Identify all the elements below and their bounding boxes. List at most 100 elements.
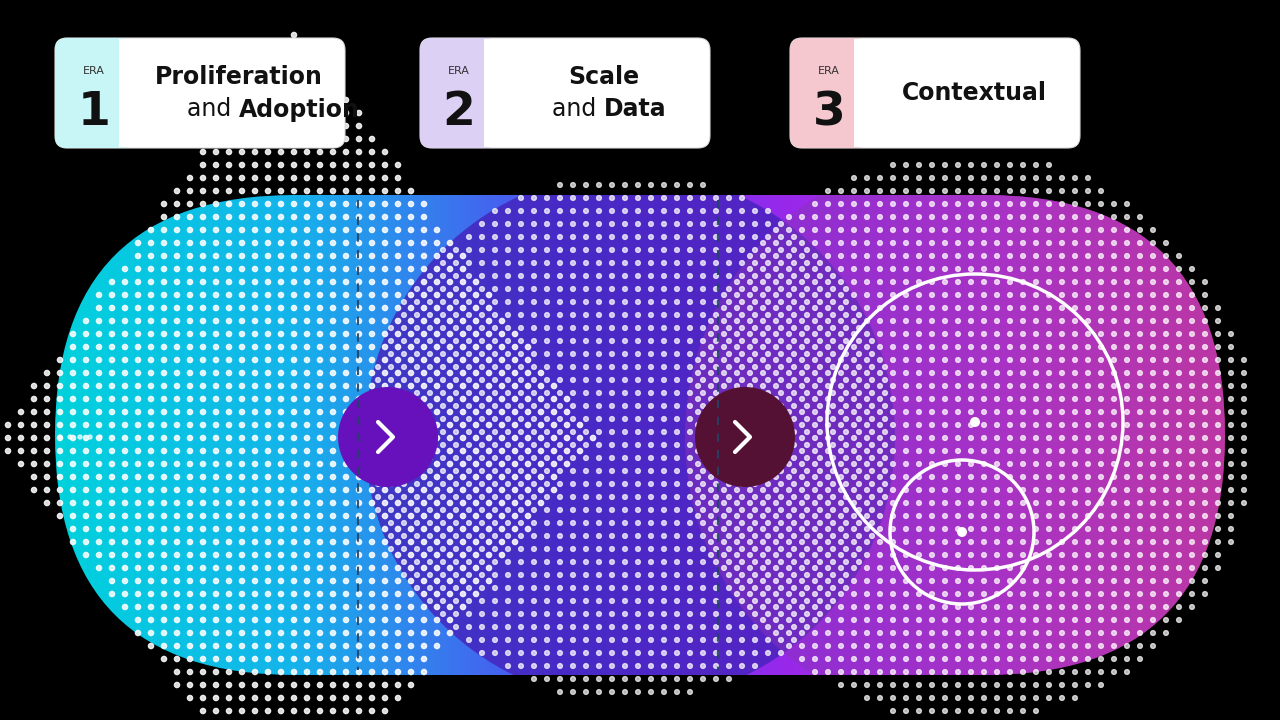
Circle shape (695, 449, 700, 454)
Circle shape (187, 279, 192, 284)
Circle shape (265, 591, 270, 597)
Circle shape (239, 318, 244, 323)
Circle shape (396, 266, 401, 271)
Circle shape (109, 370, 115, 376)
Circle shape (1073, 240, 1078, 246)
Circle shape (148, 500, 154, 505)
Circle shape (878, 318, 882, 323)
Circle shape (239, 696, 244, 701)
Circle shape (800, 345, 804, 349)
Circle shape (596, 508, 602, 513)
Circle shape (831, 325, 836, 330)
Circle shape (942, 163, 947, 167)
Circle shape (1047, 397, 1051, 401)
Circle shape (844, 390, 849, 395)
Circle shape (421, 644, 426, 649)
Circle shape (1203, 487, 1207, 492)
Circle shape (748, 253, 753, 258)
Circle shape (343, 189, 348, 194)
Circle shape (622, 300, 627, 305)
Circle shape (1073, 318, 1078, 323)
Circle shape (252, 670, 257, 675)
Circle shape (1151, 579, 1156, 583)
Circle shape (838, 397, 844, 401)
Circle shape (389, 495, 393, 500)
Circle shape (1020, 240, 1025, 246)
Circle shape (1060, 513, 1065, 518)
Circle shape (864, 436, 869, 441)
Circle shape (727, 508, 731, 513)
Circle shape (428, 390, 433, 395)
Circle shape (1007, 487, 1012, 492)
Circle shape (813, 410, 818, 415)
Circle shape (1007, 279, 1012, 284)
Circle shape (675, 404, 680, 408)
Circle shape (826, 500, 831, 505)
Circle shape (791, 338, 796, 343)
Circle shape (356, 110, 362, 116)
Circle shape (735, 513, 740, 518)
Circle shape (831, 469, 836, 474)
Circle shape (800, 566, 804, 570)
Circle shape (929, 215, 934, 220)
Circle shape (1151, 318, 1156, 323)
Circle shape (415, 469, 420, 474)
FancyBboxPatch shape (420, 38, 710, 148)
Circle shape (558, 677, 562, 681)
Circle shape (506, 495, 511, 500)
Circle shape (1151, 423, 1156, 428)
Circle shape (330, 266, 335, 271)
Circle shape (609, 312, 614, 318)
Circle shape (486, 397, 492, 402)
Circle shape (609, 611, 614, 616)
Circle shape (292, 657, 297, 662)
Circle shape (421, 383, 426, 389)
Circle shape (735, 371, 740, 375)
Circle shape (1203, 436, 1207, 441)
Circle shape (851, 410, 856, 415)
Circle shape (292, 58, 297, 63)
Circle shape (18, 436, 23, 441)
Circle shape (1007, 696, 1012, 701)
Circle shape (778, 508, 783, 513)
Circle shape (252, 279, 257, 284)
Circle shape (760, 292, 765, 297)
Circle shape (343, 526, 348, 531)
Circle shape (662, 559, 667, 564)
Circle shape (1034, 332, 1038, 336)
Circle shape (461, 292, 466, 297)
Circle shape (622, 598, 627, 603)
Circle shape (826, 605, 831, 609)
Circle shape (1098, 436, 1103, 441)
Circle shape (558, 325, 562, 330)
Circle shape (818, 287, 823, 292)
Circle shape (740, 624, 745, 629)
Circle shape (558, 287, 562, 292)
Circle shape (982, 644, 987, 649)
Circle shape (531, 611, 536, 616)
Circle shape (1176, 371, 1181, 375)
Circle shape (773, 579, 778, 583)
Circle shape (1138, 513, 1143, 518)
Circle shape (1085, 240, 1091, 246)
Circle shape (1034, 513, 1038, 518)
Circle shape (787, 436, 791, 441)
Circle shape (279, 526, 284, 531)
Circle shape (969, 449, 973, 454)
Circle shape (609, 222, 614, 226)
Circle shape (96, 292, 101, 297)
Circle shape (904, 240, 909, 246)
Circle shape (453, 430, 458, 434)
Circle shape (252, 84, 257, 89)
Circle shape (1242, 474, 1247, 480)
Circle shape (649, 274, 653, 279)
Circle shape (564, 462, 570, 467)
Circle shape (916, 592, 922, 596)
Circle shape (800, 436, 804, 441)
Circle shape (878, 228, 882, 233)
Circle shape (201, 513, 206, 518)
Circle shape (279, 657, 284, 662)
Circle shape (512, 331, 517, 337)
Circle shape (942, 449, 947, 454)
Circle shape (571, 300, 576, 305)
